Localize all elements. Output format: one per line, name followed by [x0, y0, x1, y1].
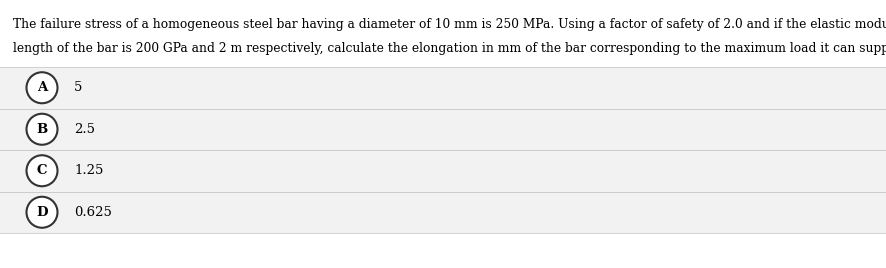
Bar	[0, 192, 886, 233]
Bar	[0, 150, 886, 192]
Bar	[0, 67, 886, 109]
Text: 5: 5	[74, 81, 82, 94]
Circle shape	[27, 72, 58, 103]
Text: D: D	[36, 206, 48, 219]
Text: A: A	[37, 81, 47, 94]
Text: 2.5: 2.5	[74, 123, 95, 136]
Circle shape	[27, 114, 58, 145]
Text: C: C	[36, 164, 47, 177]
Circle shape	[27, 197, 58, 228]
Text: 0.625: 0.625	[74, 206, 112, 219]
Text: length of the bar is 200 GPa and 2 m respectively, calculate the elongation in m: length of the bar is 200 GPa and 2 m res…	[13, 42, 886, 55]
Bar	[0, 109, 886, 150]
Text: The failure stress of a homogeneous steel bar having a diameter of 10 mm is 250 : The failure stress of a homogeneous stee…	[13, 18, 886, 31]
Text: B: B	[36, 123, 48, 136]
Text: 1.25: 1.25	[74, 164, 104, 177]
Circle shape	[27, 155, 58, 186]
